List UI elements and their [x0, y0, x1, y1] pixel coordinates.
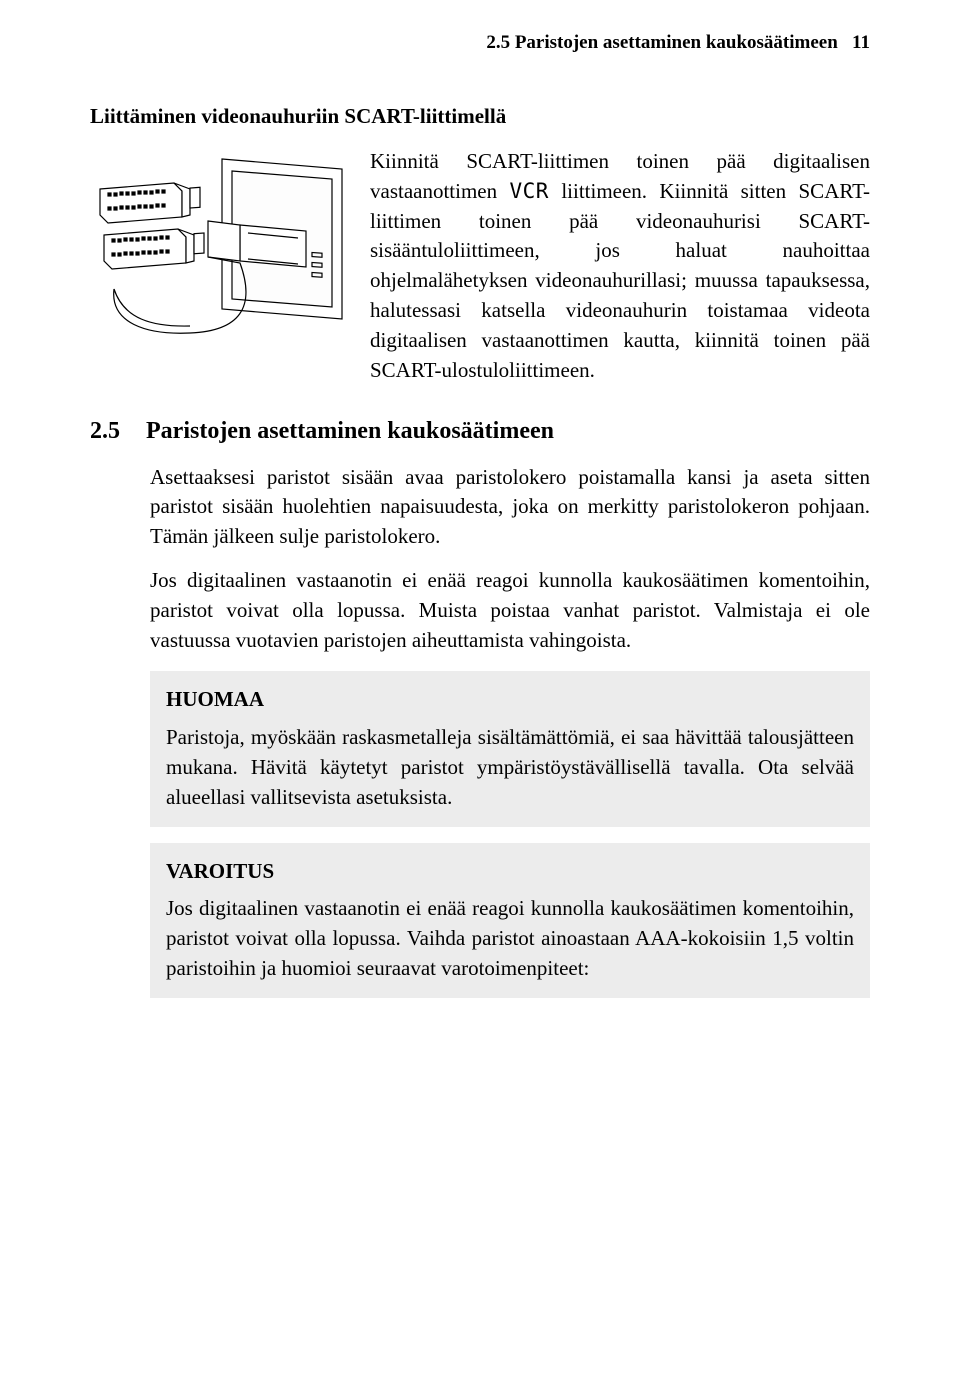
- note-box-body: Paristoja, myöskään raskasmetalleja sisä…: [166, 723, 854, 812]
- section-heading: 2.5Paristojen asettaminen kaukosäätimeen: [90, 418, 870, 445]
- section-para-2: Jos digitaalinen vastaanotin ei enää rea…: [150, 566, 870, 655]
- scart-figure: [90, 151, 350, 351]
- note-box-title: HUOMAA: [166, 685, 854, 715]
- section-body: Asettaaksesi paristot sisään avaa parist…: [150, 463, 870, 998]
- warning-box: VAROITUS Jos digitaalinen vastaanotin ei…: [150, 843, 870, 998]
- warning-box-title: VAROITUS: [166, 857, 854, 887]
- note-box: HUOMAA Paristoja, myöskään raskasmetalle…: [150, 671, 870, 826]
- running-header: 2.5 Paristojen asettaminen kaukosäätimee…: [90, 32, 870, 54]
- section-para-1: Asettaaksesi paristot sisään avaa parist…: [150, 463, 870, 552]
- section-title: Paristojen asettaminen kaukosäätimeen: [146, 418, 554, 444]
- warning-box-body: Jos digitaalinen vastaanotin ei enää rea…: [166, 894, 854, 983]
- subsection-body: Kiinnitä SCART-liittimen toinen pää digi…: [90, 147, 870, 386]
- section-number: 2.5: [90, 418, 146, 445]
- subsection-title: Liittäminen videonauhuriin SCART-liittim…: [90, 104, 870, 129]
- running-header-text: 2.5 Paristojen asettaminen kaukosäätimee…: [486, 32, 837, 53]
- page: 2.5 Paristojen asettaminen kaukosäätimee…: [0, 0, 960, 1380]
- scart-illustration-svg: [90, 151, 350, 351]
- vcr-token: VCR: [510, 179, 549, 203]
- subsection-paragraph: Kiinnitä SCART-liittimen toinen pää digi…: [370, 149, 870, 382]
- page-number: 11: [852, 32, 870, 53]
